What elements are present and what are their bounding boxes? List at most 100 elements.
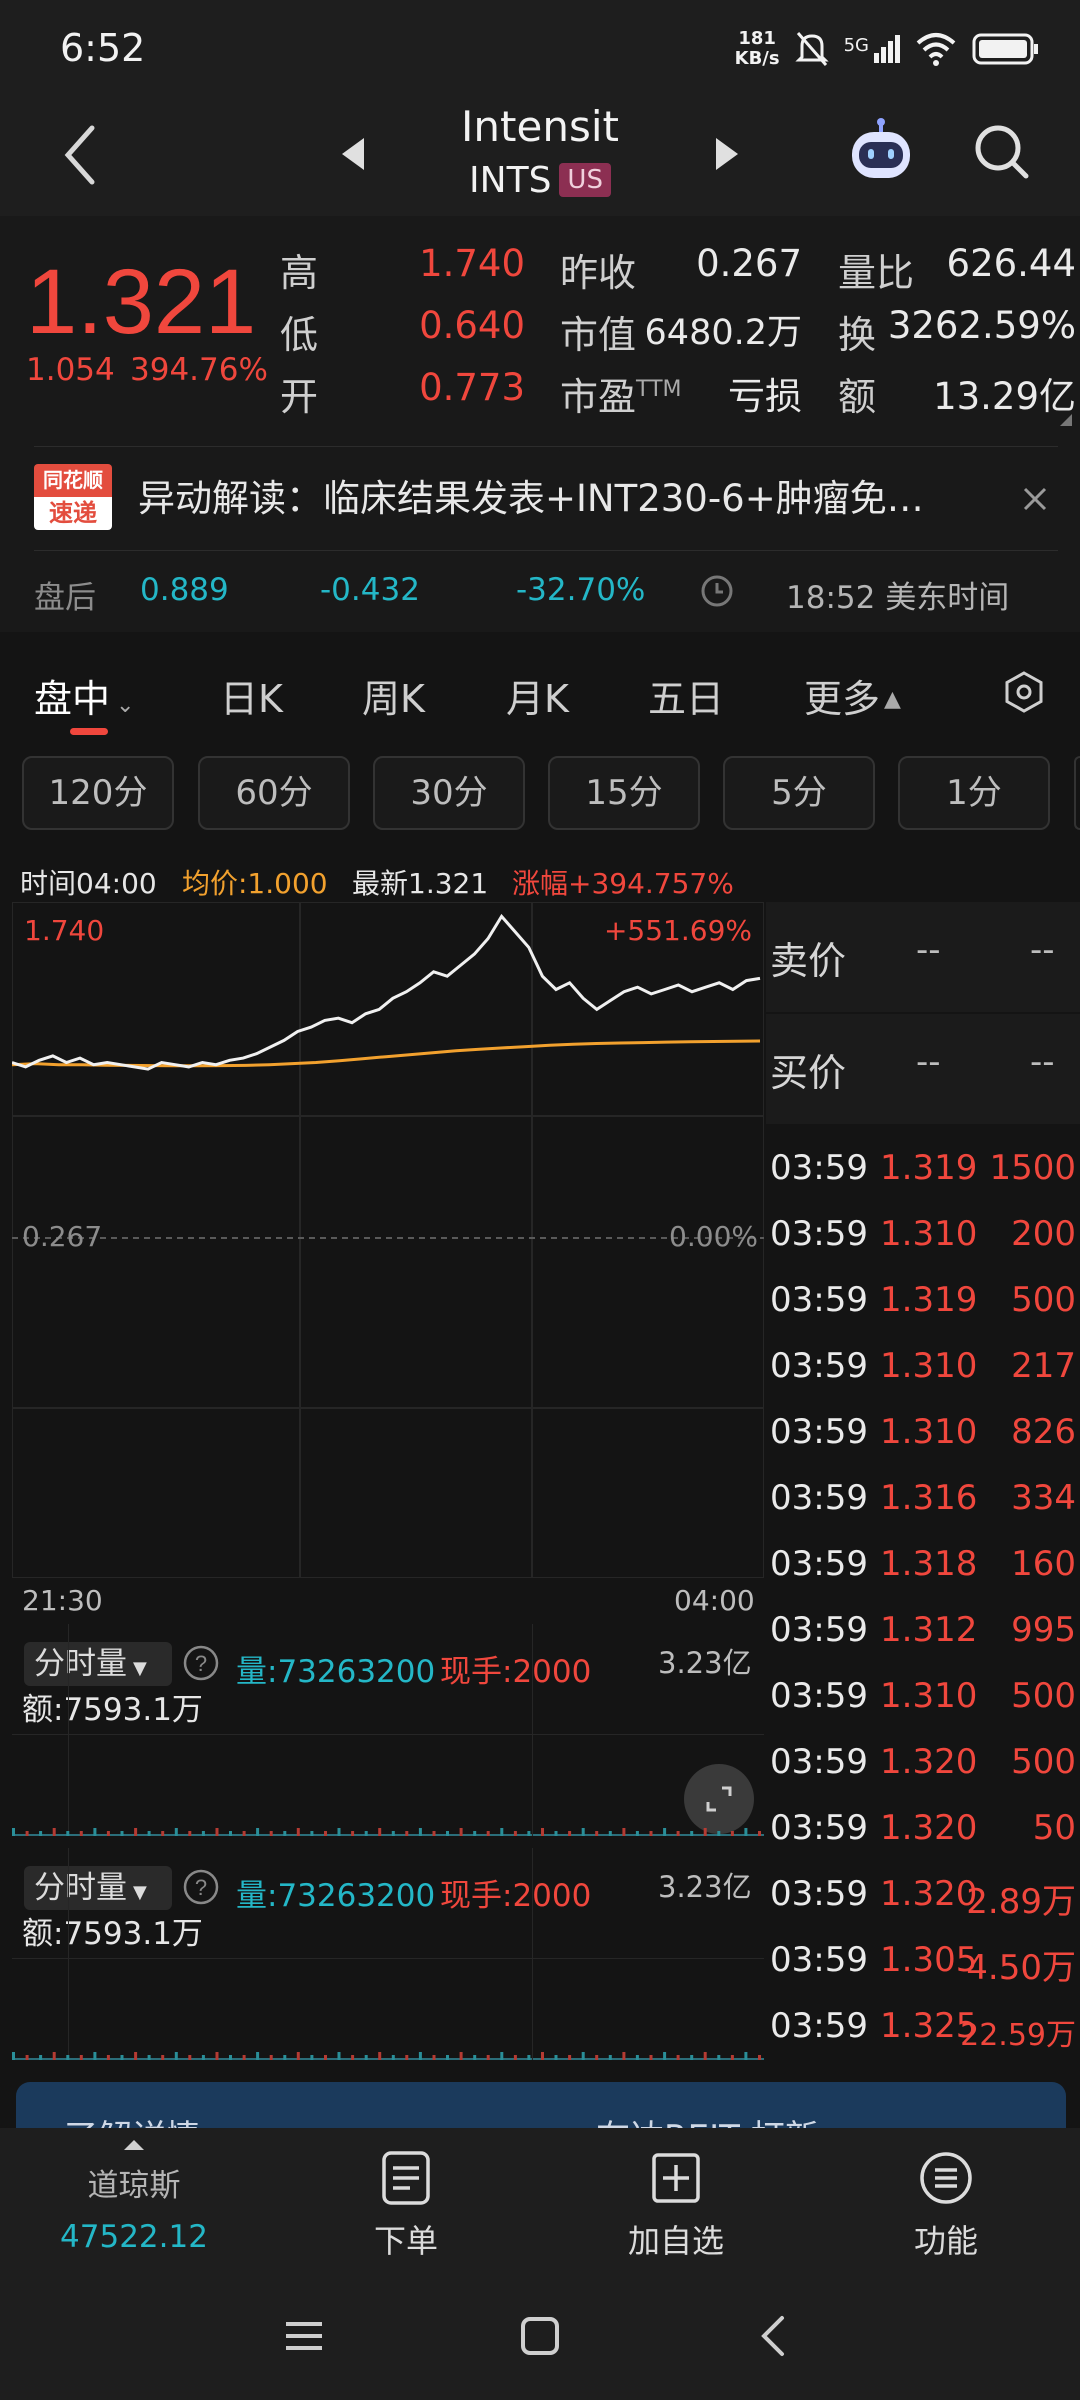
home-icon[interactable] bbox=[520, 2316, 560, 2356]
volume-bar bbox=[93, 2052, 97, 2060]
volume-bar bbox=[25, 1831, 29, 1836]
recent-apps-icon[interactable] bbox=[284, 2316, 324, 2356]
y-base-label: 0.267 bbox=[22, 1220, 103, 1253]
volume-bar bbox=[269, 1831, 273, 1836]
interval-5m-button[interactable]: 5分 bbox=[723, 756, 875, 830]
low-label: 低 bbox=[280, 313, 319, 357]
trade-volume: 995 bbox=[1011, 1610, 1076, 1650]
interval-15m-button[interactable]: 15分 bbox=[548, 756, 700, 830]
mkt-cap-value: 6480.2万 bbox=[644, 313, 802, 353]
volume-bar bbox=[337, 2052, 341, 2060]
tab-weekly-k[interactable]: 周K bbox=[362, 677, 425, 721]
mute-bell-icon bbox=[794, 32, 829, 66]
expand-corner-icon[interactable] bbox=[1058, 412, 1074, 428]
volume-type-select[interactable]: 分时量 ▼ bbox=[24, 1866, 172, 1910]
robot-assistant-icon[interactable] bbox=[846, 118, 916, 188]
trade-time: 03:59 bbox=[770, 1148, 868, 1188]
add-watchlist-button[interactable]: 加自选 bbox=[576, 2150, 776, 2262]
volume-bar bbox=[608, 2055, 612, 2060]
volume-bar bbox=[568, 2055, 572, 2060]
trade-volume: 500 bbox=[1011, 1742, 1076, 1782]
battery-icon bbox=[972, 33, 1038, 65]
volume-bar bbox=[134, 1828, 138, 1836]
interval-60m-button[interactable]: 60分 bbox=[198, 756, 350, 830]
bid-label: 买价 bbox=[770, 1051, 847, 1095]
volume-bar bbox=[283, 2055, 287, 2060]
back-icon[interactable] bbox=[58, 120, 104, 190]
volume-bar bbox=[473, 2055, 477, 2060]
volume-bar bbox=[405, 2055, 409, 2060]
volume-bar bbox=[25, 2055, 29, 2060]
promo-banner[interactable]: 了解详情 >> 布达REIT 打新 … bbox=[16, 2082, 1066, 2132]
trade-volume: 200 bbox=[1011, 1214, 1076, 1254]
trade-volume: 50 bbox=[1032, 1808, 1076, 1848]
mkt-cap-label: 市值 bbox=[560, 313, 637, 357]
menu-circle-icon bbox=[920, 2152, 972, 2204]
volume-bar bbox=[513, 2055, 517, 2060]
volume-bar bbox=[446, 2055, 449, 2060]
order-button[interactable]: 下单 bbox=[306, 2150, 506, 2262]
volume-type-select[interactable]: 分时量 ▼ bbox=[24, 1642, 172, 1686]
volume-bar bbox=[527, 1831, 531, 1836]
chart-tabs: 盘中 ⌄ 日K 周K 月K 五日 更多 ▲ bbox=[0, 632, 1080, 740]
y-max-pct-label: +551.69% bbox=[603, 914, 752, 947]
trade-row: 03:59 1.312 995 bbox=[770, 1610, 1080, 1670]
function-button[interactable]: 功能 bbox=[846, 2150, 1046, 2262]
close-icon[interactable] bbox=[1020, 484, 1050, 514]
volume-value: 量:73263200 bbox=[236, 1654, 436, 1690]
interval-120m-button[interactable]: 120分 bbox=[22, 756, 174, 830]
volume-bar bbox=[541, 1828, 544, 1836]
trade-volume: 334 bbox=[1011, 1478, 1076, 1518]
volume-panel: 分时量 ▼ ? 量:73263200 现手:2000 3.23亿 额:7593.1… bbox=[12, 1624, 764, 1836]
volume-bar bbox=[568, 1831, 572, 1836]
help-icon[interactable]: ? bbox=[182, 1868, 220, 1906]
volume-value: 量:73263200 bbox=[236, 1878, 436, 1914]
interval-30m-button[interactable]: 30分 bbox=[373, 756, 525, 830]
volume-bar bbox=[39, 2055, 43, 2060]
interval-1m-button[interactable]: 1分 bbox=[898, 756, 1050, 830]
prev-close-label: 昨收 bbox=[560, 251, 637, 295]
volume-bar bbox=[324, 2055, 327, 2060]
trade-price: 1.319 bbox=[880, 1148, 978, 1188]
tab-intraday[interactable]: 盘中 ⌄ bbox=[34, 677, 135, 721]
index-ticker-button[interactable]: 道琼斯 47522.12 bbox=[34, 2128, 234, 2255]
volume-bar bbox=[215, 2052, 219, 2060]
volume-bar bbox=[554, 1831, 558, 1836]
next-stock-icon[interactable] bbox=[712, 136, 742, 172]
volume-bar bbox=[622, 1828, 626, 1836]
trade-volume: 160 bbox=[1011, 1544, 1076, 1584]
after-hours-time: 18:52 美东时间 bbox=[786, 580, 1010, 616]
intraday-chart[interactable]: 1.740 +551.69% 0.267 0.00% bbox=[11, 901, 765, 1579]
search-icon[interactable] bbox=[972, 122, 1032, 182]
chevron-down-icon: ⌄ bbox=[116, 693, 135, 718]
volume-bar bbox=[595, 1831, 599, 1836]
tab-monthly-k[interactable]: 月K bbox=[506, 677, 569, 721]
tab-five-day[interactable]: 五日 bbox=[648, 677, 725, 721]
fullscreen-button[interactable] bbox=[684, 1764, 754, 1834]
help-icon[interactable]: ? bbox=[182, 1644, 220, 1682]
prev-stock-icon[interactable] bbox=[338, 136, 368, 172]
settings-hex-icon[interactable] bbox=[1002, 670, 1046, 714]
volume-bar bbox=[256, 2052, 260, 2060]
tab-more[interactable]: 更多 ▲ bbox=[804, 677, 901, 721]
volume-bar bbox=[405, 1831, 409, 1836]
volume-bar bbox=[134, 2052, 138, 2060]
bid-row: 买价 -- -- bbox=[766, 1014, 1080, 1124]
volume-bar bbox=[310, 1831, 314, 1836]
x-start-label: 21:30 bbox=[22, 1584, 103, 1617]
bid-volume: -- bbox=[1030, 1042, 1055, 1082]
divider bbox=[34, 446, 1058, 447]
news-headline[interactable]: 异动解读：临床结果发表+INT230-6+肿瘤免… bbox=[138, 477, 924, 520]
volume-bar bbox=[554, 2055, 558, 2060]
volume-bar bbox=[744, 1828, 748, 1836]
volume-bar bbox=[717, 1831, 721, 1836]
trade-price: 1.316 bbox=[880, 1478, 978, 1518]
trade-volume: 2.89万 bbox=[966, 1882, 1076, 1922]
volume-bar bbox=[201, 2055, 205, 2060]
net-speed: 181 KB/s bbox=[734, 28, 780, 69]
system-back-icon[interactable] bbox=[758, 2314, 788, 2358]
intraday-chart-svg bbox=[11, 901, 765, 1579]
bottom-nav: 道琼斯 47522.12 下单 加自选 功能 bbox=[0, 2128, 1080, 2276]
pe-value: 亏损 bbox=[728, 375, 802, 418]
tab-daily-k[interactable]: 日K bbox=[220, 677, 283, 721]
